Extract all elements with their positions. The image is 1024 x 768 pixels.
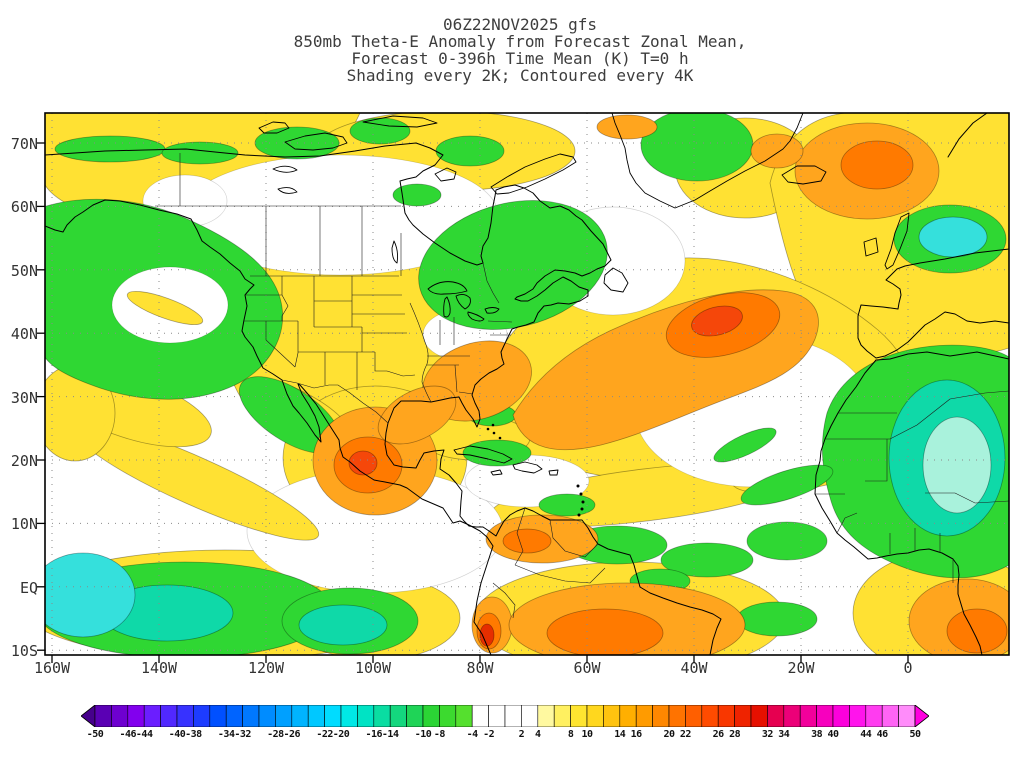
colorbar-tick-label: 14 bbox=[614, 729, 626, 740]
colorbar-tick-label: 38 bbox=[811, 729, 823, 740]
lat-label: 50N bbox=[10, 262, 38, 280]
colorbar-tick-label: 28 bbox=[729, 729, 741, 740]
colorbar-tick-label: 2 bbox=[518, 729, 525, 740]
lon-label: 80W bbox=[466, 659, 494, 677]
shading-pacific-hole-streak bbox=[126, 291, 204, 325]
colorbar-bar bbox=[81, 705, 929, 727]
colorbar-tick-label: -10 bbox=[414, 729, 432, 740]
shading-yellow-streaks bbox=[45, 364, 350, 541]
colorbar-tick-label: -46 bbox=[119, 729, 137, 740]
lat-label: 30N bbox=[10, 389, 38, 407]
colorbar-tick-label: -14 bbox=[381, 729, 399, 740]
colorbar-tick-label: -28 bbox=[267, 729, 284, 740]
lon-label: 0 bbox=[903, 659, 913, 677]
map-area bbox=[37, 105, 1017, 663]
lat-label: 10S bbox=[10, 642, 38, 660]
colorbar-tick-label: 46 bbox=[876, 729, 889, 740]
lat-label: 20N bbox=[10, 452, 38, 470]
map-plot bbox=[37, 112, 1010, 663]
colorbar-tick-label: -44 bbox=[135, 729, 153, 740]
title-forecast: Forecast 0-396h Time Mean (K) T=0 h bbox=[351, 49, 689, 68]
title-block: 06Z22NOV2025 gfs 850mb Theta-E Anomaly f… bbox=[16, 16, 1024, 84]
title-init-time: 06Z22NOV2025 gfs bbox=[442, 15, 598, 34]
lon-label: 40W bbox=[680, 659, 708, 677]
colorbar-tick-label: 26 bbox=[712, 729, 725, 740]
colorbar-tick-label: 20 bbox=[663, 729, 675, 740]
title-shading-note: Shading every 2K; Contoured every 4K bbox=[346, 66, 694, 85]
lat-label: EQ bbox=[19, 579, 38, 597]
lon-label: 140W bbox=[140, 659, 178, 677]
colorbar-tick-label: -20 bbox=[332, 729, 350, 740]
colorbar-tick-label: 22 bbox=[679, 729, 692, 740]
axis-ticks bbox=[37, 142, 909, 663]
colorbar-tick-label: -38 bbox=[185, 729, 202, 740]
lat-label: 70N bbox=[10, 135, 38, 153]
colorbar-tick-label: 10 bbox=[581, 729, 593, 740]
colorbar-tick-label: 44 bbox=[860, 729, 872, 740]
colorbar-tick-label: -50 bbox=[86, 729, 104, 740]
colorbar-tick-label: 8 bbox=[567, 729, 574, 740]
colorbar-tick-label: -22 bbox=[316, 729, 333, 740]
colorbar-tick-label: 34 bbox=[778, 729, 790, 740]
lon-label: 100W bbox=[354, 659, 392, 677]
lakes bbox=[272, 165, 500, 322]
colorbar-tick-label: -8 bbox=[433, 729, 446, 740]
coastlines bbox=[45, 113, 1009, 655]
lon-label: 160W bbox=[33, 659, 71, 677]
lat-label: 60N bbox=[10, 198, 38, 216]
colorbar-tick-label: -34 bbox=[217, 729, 235, 740]
colorbar-tick-label: 40 bbox=[827, 729, 839, 740]
lat-label: 40N bbox=[10, 325, 38, 343]
colorbar-tick-label: -40 bbox=[168, 729, 186, 740]
colorbar-tick-label: -16 bbox=[365, 729, 383, 740]
colorbar-tick-label: -26 bbox=[283, 729, 301, 740]
lon-label: 60W bbox=[573, 659, 601, 677]
plot-frame bbox=[44, 112, 1010, 656]
lon-label: 120W bbox=[247, 659, 285, 677]
colorbar-tick-label: 50 bbox=[909, 729, 921, 740]
colorbar-tick-label: 4 bbox=[535, 729, 541, 740]
colorbar-tick-label: 32 bbox=[761, 729, 774, 740]
colorbar-ticks: -50 -46 -44 -40 -38 -34 -32 -28 -26 -22 -20 -16 -14-… bbox=[87, 729, 921, 743]
lon-label: 20W bbox=[787, 659, 815, 677]
colorbar-tick-label: -4 bbox=[466, 729, 479, 740]
colorbar-tick-label: -2 bbox=[483, 729, 495, 740]
colorbar-tick-label: 16 bbox=[630, 729, 643, 740]
colorbar-tick-label: -32 bbox=[234, 729, 251, 740]
title-field: 850mb Theta-E Anomaly from Forecast Zona… bbox=[293, 32, 747, 51]
lat-label: 10N bbox=[10, 515, 38, 533]
political-borders bbox=[155, 153, 1009, 619]
